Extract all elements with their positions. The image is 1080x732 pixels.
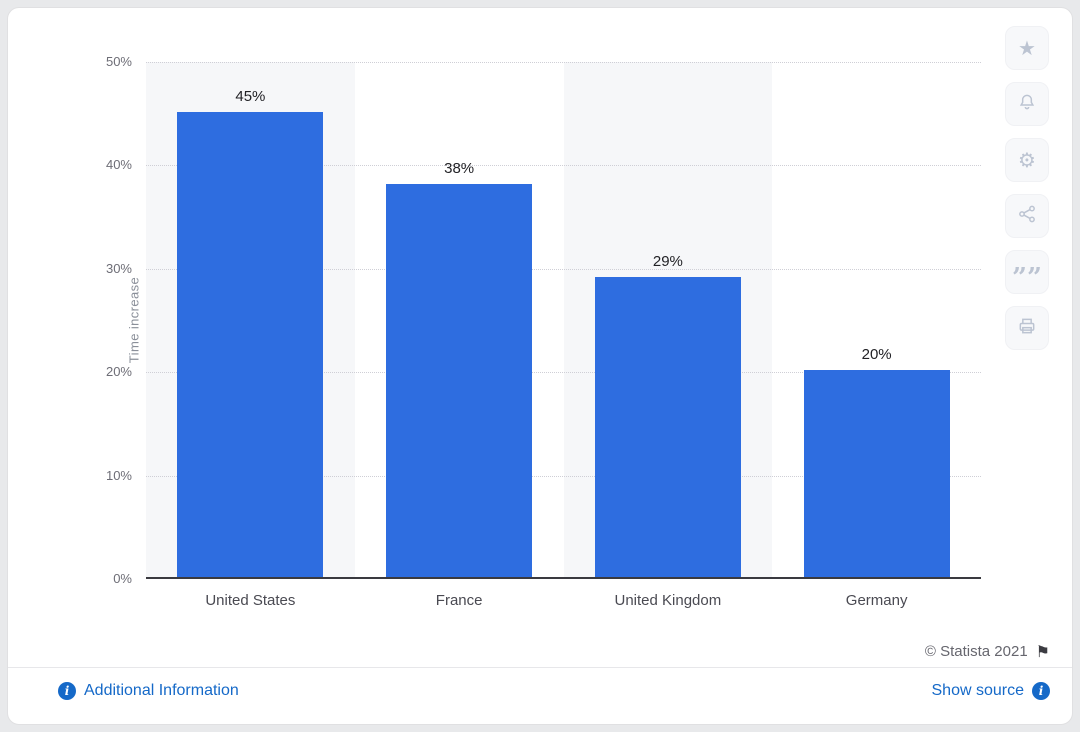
- show-source-link[interactable]: Show source i: [931, 682, 1050, 700]
- bar-value-label: 38%: [444, 160, 475, 178]
- alerts-button[interactable]: [1005, 82, 1049, 126]
- gear-icon: ⚙: [1018, 148, 1036, 172]
- info-icon: i: [1032, 682, 1050, 700]
- quote-icon: ””: [1012, 262, 1042, 293]
- bar-germany: [803, 370, 950, 577]
- y-tick-label: 0%: [113, 571, 132, 586]
- additional-information-label: Additional Information: [84, 682, 239, 699]
- star-icon: ★: [1018, 36, 1036, 60]
- info-icon: i: [58, 682, 76, 700]
- show-source-label: Show source: [931, 682, 1025, 699]
- chart-toolbar: ★ ⚙ ””: [1005, 26, 1049, 350]
- bar-value-label: 20%: [861, 346, 892, 364]
- bar-france: [386, 184, 533, 577]
- footer-row: i Additional Information Show source i: [8, 668, 1072, 714]
- y-tick-label: 40%: [105, 157, 132, 173]
- flag-icon[interactable]: ⚑: [1035, 642, 1050, 661]
- bar-united-states: [177, 111, 324, 577]
- y-tick-label: 50%: [105, 54, 132, 69]
- cite-button[interactable]: ””: [1005, 250, 1049, 294]
- gridline: [146, 475, 981, 477]
- bell-icon: [1017, 92, 1037, 117]
- x-axis-label: United Kingdom: [614, 592, 722, 609]
- y-tick-label: 20%: [105, 364, 132, 380]
- gridline: [146, 268, 981, 270]
- gridline: [146, 62, 981, 63]
- additional-information-link[interactable]: i Additional Information: [58, 682, 239, 700]
- x-axis-label: Germany: [845, 592, 908, 609]
- favorite-button[interactable]: ★: [1005, 26, 1049, 70]
- x-axis-label: United States: [205, 592, 296, 609]
- share-icon: [1017, 204, 1037, 229]
- share-button[interactable]: [1005, 194, 1049, 238]
- bar-united-kingdom: [594, 277, 741, 577]
- statistic-card: Time increase 0% 10% 20% 30% 40% 50% 45% 38% 29…: [7, 7, 1073, 725]
- copyright-text: © Statista 2021: [924, 643, 1028, 660]
- settings-button[interactable]: ⚙: [1005, 138, 1049, 182]
- x-axis-label: France: [435, 592, 483, 609]
- footer-divider: [8, 667, 1072, 668]
- y-tick-label: 30%: [105, 260, 132, 276]
- print-icon: [1017, 316, 1037, 341]
- gridline: [146, 165, 981, 167]
- print-button[interactable]: [1005, 306, 1049, 350]
- bar-value-label: 29%: [652, 253, 683, 271]
- gridline: [146, 372, 981, 374]
- plot-area: Time increase 0% 10% 20% 30% 40% 50% 45% 38% 29…: [106, 54, 981, 609]
- bar-value-label: 45%: [235, 87, 266, 105]
- y-tick-label: 10%: [105, 467, 132, 483]
- copyright: © Statista 2021 ⚑: [925, 642, 1050, 661]
